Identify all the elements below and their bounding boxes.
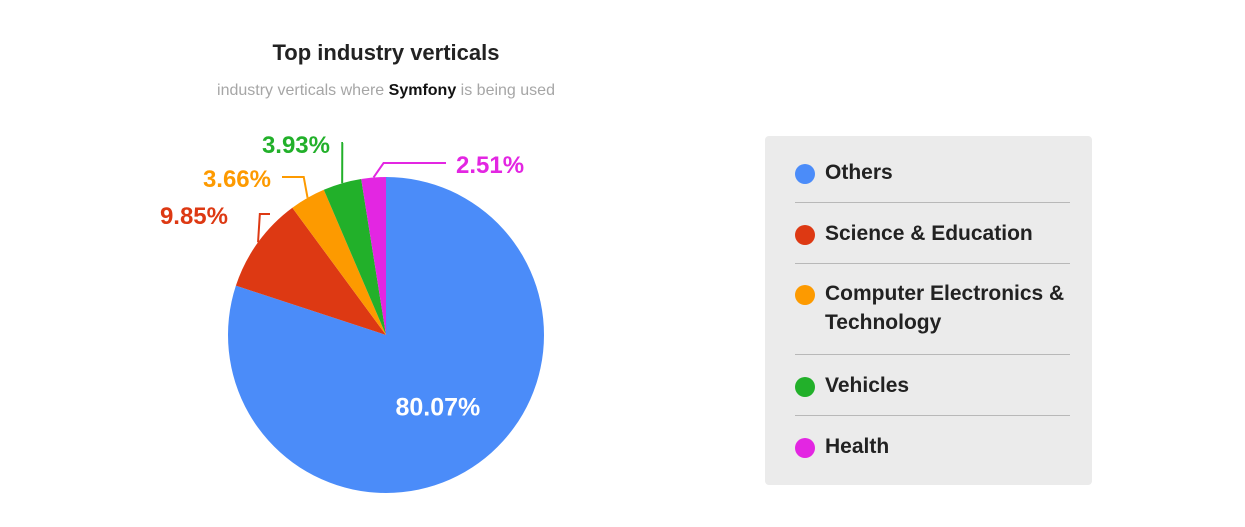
subtitle-prefix: industry verticals where xyxy=(217,82,385,99)
leader-line-computer-electronics-technology xyxy=(282,176,309,199)
pie-label-computer-electronics-technology: 3.66% xyxy=(203,166,271,193)
legend-label-vehicles: Vehicles xyxy=(825,374,910,397)
pie-label-vehicles: 3.93% xyxy=(262,132,330,159)
leader-line-health xyxy=(372,162,446,179)
leader-line-vehicles xyxy=(341,142,344,184)
legend-divider xyxy=(795,354,1070,355)
pie-label-health: 2.51% xyxy=(456,152,524,179)
subtitle-brand: Symfony xyxy=(388,82,457,99)
legend: Others Science & Education Computer Elec… xyxy=(765,136,1092,485)
legend-dot-computer-electronics xyxy=(795,285,815,305)
pie-label-science-education: 9.85% xyxy=(160,203,228,230)
legend-label-science-education: Science & Education xyxy=(825,222,1033,245)
subtitle-suffix: is being used xyxy=(460,82,555,99)
legend-label-health: Health xyxy=(825,435,890,458)
pie-slice-computer-electronics-technology[interactable] xyxy=(292,189,386,335)
leader-line-science-education xyxy=(257,213,270,243)
legend-dot-others xyxy=(795,164,815,184)
pie-chart: 80.07% 9.85% 3.66% 3.93% 2.51% xyxy=(160,132,545,493)
legend-label-computer-electronics: Computer Electronics & Technology xyxy=(825,282,1065,334)
pie-label-others: 80.07% xyxy=(395,394,480,422)
legend-dot-science-education xyxy=(795,225,815,245)
pie-slice-others[interactable] xyxy=(228,177,545,493)
legend-divider xyxy=(795,263,1070,264)
pie-slice-vehicles[interactable] xyxy=(323,178,386,335)
chart-title: Top industry verticals xyxy=(272,40,500,65)
pie-slice-science-education[interactable] xyxy=(235,207,386,335)
pie-slice-health[interactable] xyxy=(361,177,386,335)
legend-label-others: Others xyxy=(825,161,893,184)
legend-dot-health xyxy=(795,438,815,458)
legend-divider xyxy=(795,202,1070,203)
legend-dot-vehicles xyxy=(795,377,815,397)
chart-subtitle: industry verticals where Symfony is bein… xyxy=(136,82,636,100)
legend-divider xyxy=(795,415,1070,416)
